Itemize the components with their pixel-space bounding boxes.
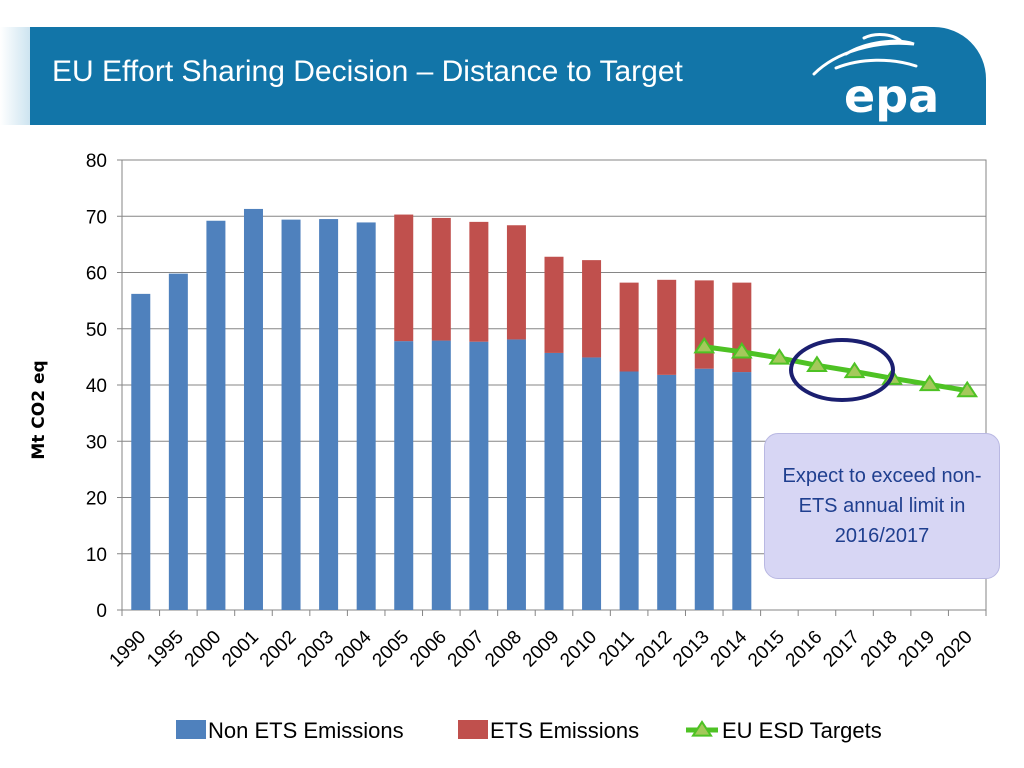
x-tick-label-2005: 2005	[369, 627, 414, 672]
epa-swoosh-icon	[812, 39, 918, 76]
x-tick-label-2016: 2016	[782, 627, 827, 672]
y-tick-label-0: 0	[96, 601, 107, 622]
x-tick-label-1990: 1990	[106, 627, 151, 672]
logo-wordmark: epa	[844, 69, 939, 122]
target-point-2020	[956, 380, 979, 398]
x-tick-label-2008: 2008	[481, 627, 526, 672]
target-point-2019	[918, 374, 941, 392]
bar-ets-2007	[469, 221, 489, 342]
legend-label-non-ets: Non ETS Emissions	[208, 718, 404, 743]
x-tick-label-2001: 2001	[218, 627, 263, 672]
annotation-circle	[789, 338, 895, 402]
bar-ets-2012	[657, 279, 677, 375]
y-tick-label-80: 80	[86, 151, 107, 172]
y-axis-label: Mt CO2 eq	[29, 360, 49, 459]
x-tick-label-2020: 2020	[932, 627, 977, 672]
y-tick-label-60: 60	[86, 264, 107, 285]
x-tick-label-2003: 2003	[293, 627, 338, 672]
x-tick-label-2010: 2010	[556, 627, 601, 672]
bar-ets-2008	[506, 225, 526, 340]
title-banner	[30, 27, 986, 125]
x-tick-label-2019: 2019	[894, 627, 939, 672]
x-tick-label-2006: 2006	[406, 627, 451, 672]
bar-non-ets-1995	[168, 273, 188, 610]
bar-non-ets-2012	[657, 374, 677, 610]
legend-swatch-target-marker	[691, 720, 713, 737]
bar-non-ets-2011	[619, 371, 639, 610]
x-tick-label-2013: 2013	[669, 627, 714, 672]
bar-non-ets-2004	[356, 222, 376, 610]
slide-title: EU Effort Sharing Decision – Distance to…	[52, 55, 683, 88]
x-tick-label-2014: 2014	[707, 626, 752, 671]
bar-ets-2006	[431, 217, 451, 341]
x-tick-label-2009: 2009	[519, 627, 564, 672]
x-tick-label-2004: 2004	[331, 626, 376, 671]
bar-non-ets-2014	[732, 372, 752, 610]
y-tick-label-10: 10	[86, 545, 107, 566]
x-axis-ticks: 1990199520002001200220032004200520062007…	[106, 610, 987, 672]
bar-non-ets-2013	[694, 368, 714, 610]
bar-non-ets-2005	[394, 341, 414, 610]
target-point-2016	[806, 355, 828, 372]
epa-logo: epa	[812, 33, 939, 122]
x-tick-label-2007: 2007	[444, 627, 489, 672]
bar-non-ets-2007	[469, 341, 489, 610]
y-tick-label-40: 40	[86, 376, 107, 397]
x-tick-label-2011: 2011	[595, 627, 639, 671]
x-tick-label-2017: 2017	[819, 627, 864, 672]
x-tick-label-2015: 2015	[744, 627, 789, 672]
y-tick-label-30: 30	[86, 432, 107, 453]
bar-non-ets-2006	[431, 340, 451, 610]
target-point-2014	[730, 341, 753, 359]
annotation-callout: Expect to exceed non-ETS annual limit in…	[764, 433, 1000, 579]
bar-non-ets-1990	[131, 293, 151, 610]
y-tick-label-20: 20	[86, 489, 107, 510]
bar-non-ets-2008	[506, 339, 526, 610]
bar-ets-2005	[394, 214, 414, 342]
y-axis-ticks: 0 10 20 30 40 50 60 70 80	[86, 151, 122, 622]
bar-ets-2014	[732, 282, 752, 373]
x-tick-label-2018: 2018	[857, 627, 902, 672]
legend-swatch-ets	[458, 720, 488, 739]
bar-non-ets-2003	[319, 219, 339, 610]
bar-non-ets-2010	[582, 357, 602, 610]
x-tick-label-2012: 2012	[631, 627, 676, 672]
target-point-2013	[693, 336, 716, 354]
target-point-2017	[843, 361, 866, 379]
target-point-2015	[768, 348, 791, 365]
legend-swatch-non-ets	[176, 720, 206, 739]
bar-non-ets-2009	[544, 352, 564, 610]
y-tick-label-50: 50	[86, 320, 107, 341]
chart-bars	[131, 208, 752, 610]
bar-ets-2009	[544, 256, 564, 353]
bar-ets-2011	[619, 282, 639, 372]
bar-non-ets-2001	[243, 208, 263, 610]
title-accent	[0, 27, 30, 125]
x-tick-label-1995: 1995	[143, 627, 188, 672]
legend-label-ets: ETS Emissions	[490, 718, 639, 743]
chart-target-line	[693, 336, 979, 398]
y-tick-label-70: 70	[86, 207, 107, 228]
chart-legend: Non ETS Emissions ETS Emissions EU ESD Tar…	[176, 718, 882, 743]
x-tick-label-2000: 2000	[181, 627, 226, 672]
bar-ets-2013	[694, 280, 714, 369]
bar-non-ets-2002	[281, 219, 301, 610]
bar-non-ets-2000	[206, 220, 226, 610]
bar-ets-2010	[582, 260, 602, 358]
x-tick-label-2002: 2002	[256, 627, 301, 672]
legend-label-target: EU ESD Targets	[722, 718, 882, 743]
